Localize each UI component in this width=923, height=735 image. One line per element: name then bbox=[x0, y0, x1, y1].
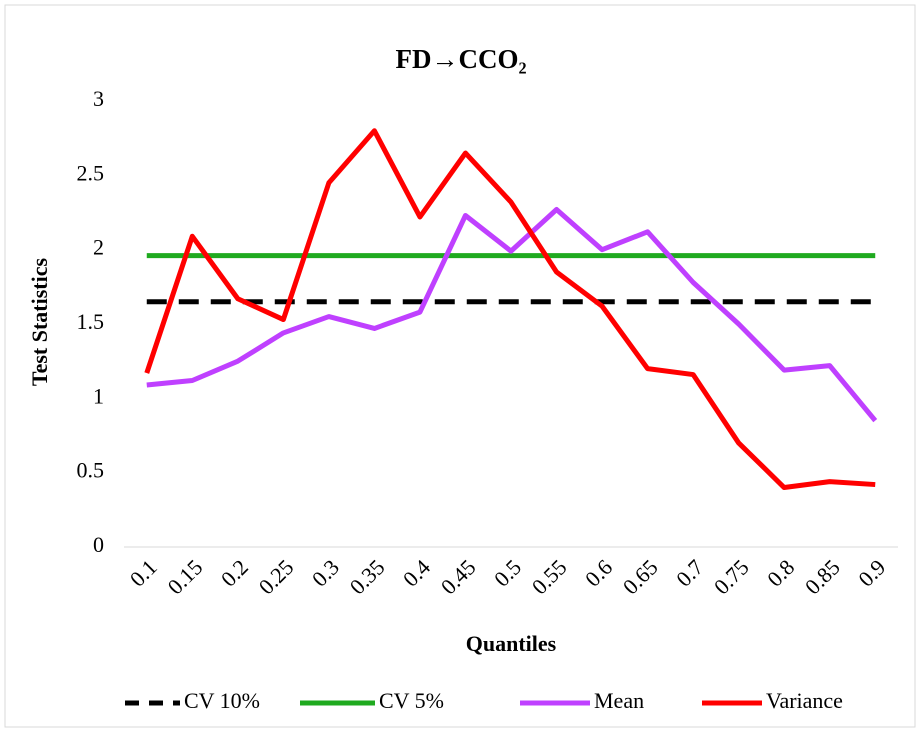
legend-label: CV 5% bbox=[379, 688, 444, 713]
legend-label: CV 10% bbox=[184, 688, 260, 713]
y-tick-label: 1 bbox=[93, 383, 104, 408]
series-line bbox=[146, 207, 878, 423]
y-tick-label: 1.5 bbox=[77, 309, 105, 334]
chart-border bbox=[4, 4, 916, 728]
y-axis-label: Test Statistics bbox=[27, 257, 52, 386]
y-tick-label: 0.5 bbox=[77, 458, 105, 483]
legend-label: Mean bbox=[594, 688, 644, 713]
chart-title: FD→CCO₂ bbox=[395, 44, 526, 74]
series-line bbox=[144, 128, 876, 491]
y-tick-label: 0 bbox=[93, 532, 104, 557]
y-tick-label: 2 bbox=[93, 235, 104, 260]
y-tick-label: 2.5 bbox=[77, 160, 105, 185]
legend-label: Variance bbox=[766, 688, 843, 713]
x-axis-label: Quantiles bbox=[466, 631, 557, 656]
y-tick-label: 3 bbox=[93, 86, 104, 111]
